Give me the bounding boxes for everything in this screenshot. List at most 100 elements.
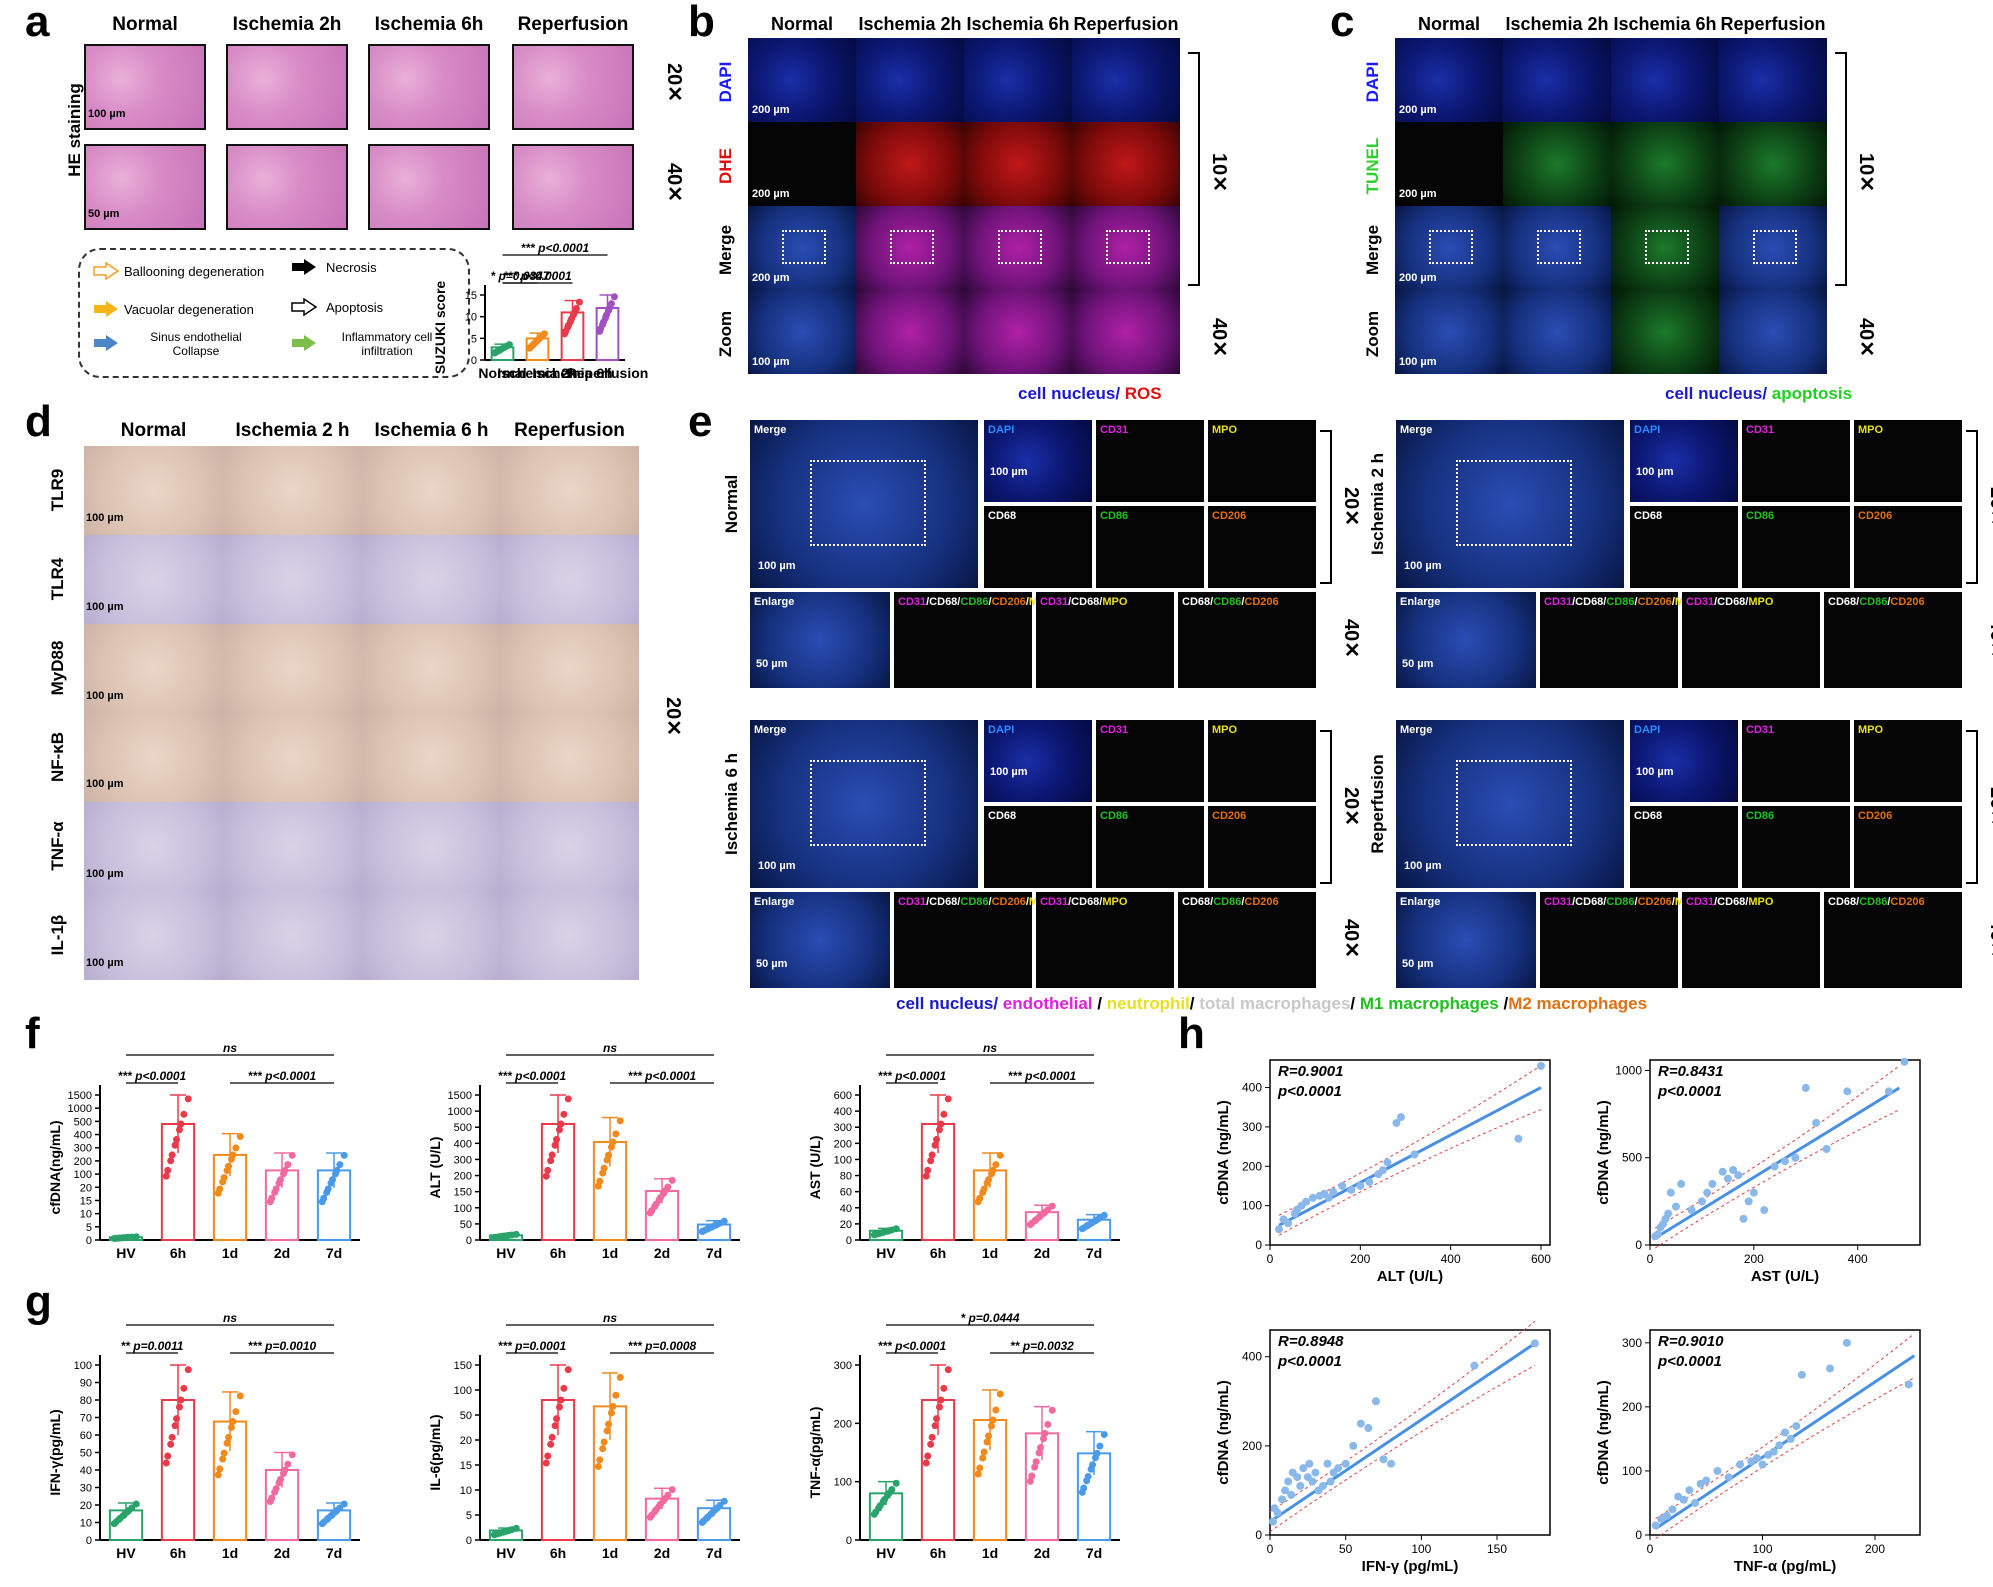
- channel-name: CD206: [1244, 596, 1279, 608]
- data-point: [1048, 1406, 1056, 1414]
- data-point: [1026, 1477, 1034, 1485]
- data-point: [996, 1151, 1004, 1159]
- panel-c-fluorescence-image: [1503, 290, 1611, 374]
- channel-image: [1630, 806, 1738, 888]
- data-point: [225, 1162, 233, 1170]
- data-point: [924, 1166, 932, 1174]
- data-point: [668, 1176, 676, 1184]
- caption-part: apoptosis: [1767, 384, 1853, 403]
- data-point: [713, 1504, 721, 1512]
- channel-image: [1630, 506, 1738, 588]
- data-point: [605, 1420, 613, 1428]
- data-point: [1884, 1087, 1893, 1096]
- data-point: [1801, 1083, 1810, 1092]
- channel-name: /CD68/: [1714, 596, 1749, 608]
- data-point: [1792, 1422, 1801, 1431]
- data-point: [928, 1433, 936, 1441]
- y-tick-label: 300: [74, 1143, 92, 1155]
- channel-name: CD31: [1686, 896, 1715, 908]
- zoom-region-box: [1429, 230, 1473, 264]
- he-stain-image: [512, 144, 634, 230]
- x-tick-label: 0: [1647, 1542, 1654, 1556]
- y-tick-label: 500: [74, 1116, 92, 1128]
- data-point: [1530, 1339, 1539, 1348]
- ihc-stain-image: [500, 802, 639, 891]
- comparison-label: ** p=0.0032: [1010, 1339, 1074, 1353]
- channel-name: CD206: [1637, 896, 1672, 908]
- panel-letter-g: g: [25, 1277, 52, 1326]
- data-point: [1775, 1441, 1784, 1450]
- data-point: [1383, 1158, 1392, 1167]
- data-point: [940, 1110, 948, 1118]
- x-tick-label: HV: [116, 1245, 136, 1261]
- scale-bar-label: 200 µm: [752, 104, 790, 116]
- y-tick-label: 100: [74, 1169, 92, 1181]
- y-axis-label: cfDNA(ng/mL): [47, 1120, 63, 1214]
- panel-b-row-label: DAPI: [716, 61, 735, 103]
- x-axis-label: ALT (U/L): [1377, 1268, 1443, 1285]
- data-point: [924, 1452, 932, 1460]
- y-tick-label: 100: [1622, 1464, 1642, 1478]
- x-tick-label: HV: [496, 1545, 516, 1561]
- data-point: [340, 1151, 348, 1159]
- channel-label: CD31: [1100, 424, 1129, 436]
- zoom-region-box: [810, 760, 926, 846]
- scale-bar-label: 100 µm: [1636, 766, 1674, 778]
- data-point: [229, 1151, 237, 1159]
- data-point: [1084, 1472, 1092, 1480]
- channel-label: CD86: [1746, 510, 1775, 522]
- combined-channel-image: [894, 592, 1032, 688]
- scatter-chart: 0 100 200 0 100 200 300 R=0.9010 p<0.0001 TNF-α (…: [1595, 1329, 1921, 1575]
- channel-name: CD31: [1544, 896, 1573, 908]
- scale-bar-label: 200 µm: [752, 272, 790, 284]
- he-stain-image: [84, 144, 206, 230]
- legend-label: Apoptosis: [326, 300, 384, 315]
- channel-name: CD206: [1637, 596, 1672, 608]
- caption-part: cell nucleus/: [1018, 384, 1121, 403]
- channel-label: MPO: [1212, 724, 1238, 736]
- sinus-arrow-icon: [94, 335, 118, 351]
- y-tick-label: 300: [834, 1122, 852, 1134]
- data-point: [168, 1151, 176, 1159]
- channel-name: MPO: [1748, 596, 1774, 608]
- scale-bar-label: 100 µm: [88, 108, 126, 120]
- data-point: [1791, 1153, 1800, 1162]
- data-point: [922, 1172, 930, 1180]
- channel-label: CD68: [1634, 810, 1663, 822]
- scale-bar-label: 50 µm: [1402, 658, 1434, 670]
- panel-d-col-header: Ischemia 2 h: [235, 420, 350, 441]
- fit-line: [1654, 1354, 1916, 1530]
- panel-e-block-label: Ischemia 6 h: [722, 752, 741, 856]
- data-point: [281, 1166, 289, 1174]
- data-point: [1729, 1165, 1738, 1174]
- zoom-region-box: [1645, 230, 1689, 264]
- channel-name: CD86: [960, 896, 989, 908]
- legend-box: [78, 248, 470, 378]
- data-point: [974, 1470, 982, 1478]
- y-tick-label: 0: [471, 355, 477, 367]
- data-point: [1305, 1459, 1314, 1468]
- data-point: [168, 1433, 176, 1441]
- panel-c-fluorescence-image: [1611, 122, 1719, 206]
- apoptosis-arrow-icon: [291, 298, 318, 316]
- y-tick-label: 5: [466, 1510, 472, 1522]
- data-point: [1299, 1464, 1308, 1473]
- channel-name: CD86: [1213, 596, 1242, 608]
- comparison-label: *** p=0.0010: [248, 1339, 317, 1353]
- data-point: [1651, 1521, 1660, 1530]
- panel-b-fluorescence-image: [1072, 290, 1180, 374]
- data-point: [1708, 1179, 1717, 1188]
- data-point: [268, 1494, 276, 1502]
- panel-b-fluorescence-image: [856, 290, 964, 374]
- x-tick-label: 6h: [930, 1245, 946, 1261]
- ihc-stain-image: [500, 446, 639, 535]
- y-axis-label: SUZUKI score: [432, 281, 448, 375]
- data-point: [657, 1194, 665, 1202]
- data-point: [1749, 1188, 1758, 1197]
- y-tick-label: 200: [1242, 1159, 1262, 1173]
- data-point: [272, 1485, 280, 1493]
- caption-part: M2 macrophages: [1508, 994, 1648, 1013]
- channel-label: CD68: [988, 810, 1017, 822]
- bracket: [1320, 430, 1332, 584]
- bracket: [1966, 430, 1978, 584]
